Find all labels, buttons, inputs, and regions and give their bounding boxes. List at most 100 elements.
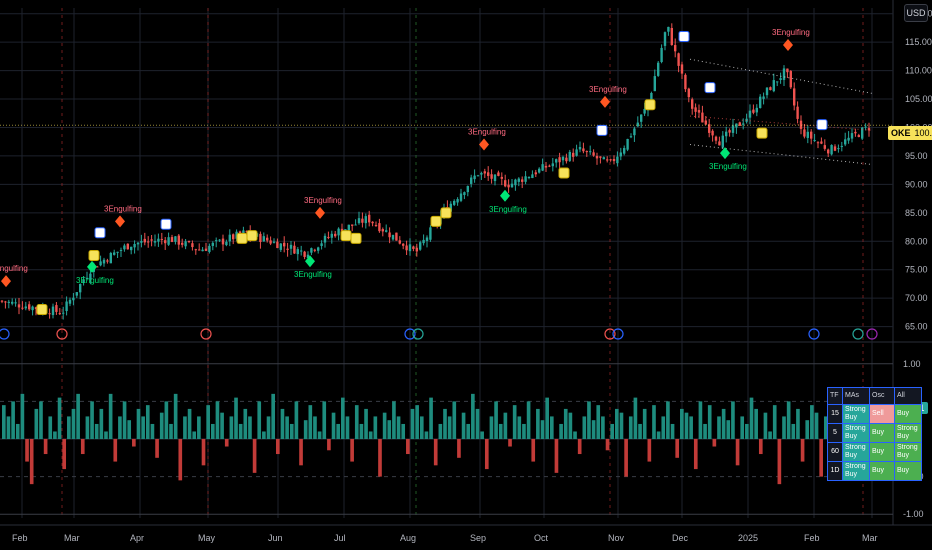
candle-body xyxy=(840,145,843,147)
header-all: All xyxy=(894,387,922,405)
candle-body xyxy=(544,165,548,168)
osc-bar xyxy=(150,423,155,439)
osc-bar xyxy=(206,405,210,439)
candle-body xyxy=(191,243,194,248)
table-row: 1D Strong Buy Buy Buy xyxy=(827,461,922,481)
header-mas: MAs xyxy=(842,387,870,405)
candle-body xyxy=(24,306,27,309)
osc-bar xyxy=(238,423,243,439)
osc-bar xyxy=(605,439,610,451)
candle-body xyxy=(538,168,541,173)
candle-body xyxy=(181,242,184,245)
osc-bar xyxy=(601,416,605,439)
osc-bar xyxy=(401,423,406,439)
osc-bar xyxy=(122,401,127,439)
candle-body xyxy=(106,260,109,262)
candle-body xyxy=(765,87,769,96)
bearish-engulfing-marker xyxy=(479,138,489,151)
candle-body xyxy=(813,140,816,142)
osc-bar xyxy=(85,416,90,439)
osc-bar xyxy=(285,416,289,439)
candle-body xyxy=(680,64,684,74)
osc-bar xyxy=(791,423,796,439)
osc-bar xyxy=(568,412,573,439)
osc-bar xyxy=(11,401,15,439)
candle-body xyxy=(629,136,633,138)
osc-bar xyxy=(406,439,410,455)
candle-body xyxy=(711,130,714,136)
osc-bar xyxy=(210,423,215,439)
tf-cell: 15 xyxy=(827,404,843,424)
candle-body xyxy=(371,221,374,224)
osc-bar xyxy=(345,416,350,439)
osc-bar xyxy=(712,439,717,447)
price-label: 100.39 xyxy=(914,128,932,138)
time-tick-label: Apr xyxy=(130,533,144,543)
osc-bar xyxy=(582,416,587,439)
candle-body xyxy=(357,218,361,224)
signal-badge-icon xyxy=(36,304,48,316)
osc-bar xyxy=(29,439,34,485)
candle-body xyxy=(473,175,476,180)
candle-body xyxy=(480,172,483,175)
candle-body xyxy=(361,218,364,223)
osc-bar xyxy=(749,397,754,439)
candle-body xyxy=(725,131,728,137)
signal-badge-icon xyxy=(704,82,716,94)
candle-body xyxy=(385,230,388,232)
time-tick-label: Nov xyxy=(608,533,625,543)
candle-body xyxy=(419,242,422,250)
candle-body xyxy=(857,135,860,137)
candle-body xyxy=(762,96,765,99)
candle-body xyxy=(68,299,72,304)
osc-bar xyxy=(531,439,536,462)
osc-bar xyxy=(364,408,368,439)
event-marker-icon xyxy=(56,328,68,340)
candle-body xyxy=(527,176,531,178)
signal-badge-icon xyxy=(440,207,452,219)
candle-body xyxy=(789,71,792,88)
signal-badge-icon xyxy=(596,124,608,136)
candle-body xyxy=(14,302,17,304)
bearish-engulfing-label: 3Engulfing xyxy=(589,85,627,94)
candle-body xyxy=(412,246,415,249)
candle-body xyxy=(796,106,799,119)
candle-body xyxy=(425,237,429,242)
osc-bar xyxy=(475,408,480,439)
mas-cell: Strong Buy xyxy=(842,404,870,424)
candle-body xyxy=(714,136,718,141)
osc-bar xyxy=(433,439,438,466)
candle-body xyxy=(558,157,561,163)
osc-bar xyxy=(526,401,531,439)
candle-body xyxy=(854,131,857,134)
candle-body xyxy=(861,127,864,139)
osc-bar xyxy=(289,423,294,439)
candle-body xyxy=(691,99,694,109)
osc-bar xyxy=(545,397,549,439)
osc-bar xyxy=(378,439,382,477)
osc-bar xyxy=(563,408,568,439)
candle-body xyxy=(89,273,92,280)
candle-body xyxy=(381,229,384,232)
candle-body xyxy=(759,96,762,109)
candle-body xyxy=(677,53,680,66)
osc-bar xyxy=(164,401,169,439)
bullish-engulfing-marker xyxy=(87,260,97,273)
event-marker-icon xyxy=(0,328,10,340)
candle-body xyxy=(772,80,775,92)
candle-body xyxy=(636,122,639,127)
candle-body xyxy=(786,68,789,73)
bullish-engulfing-marker xyxy=(305,255,315,268)
bearish-engulfing-marker xyxy=(315,206,325,219)
osc-bar xyxy=(656,431,661,439)
osc-bar xyxy=(215,401,220,439)
osc-bar xyxy=(67,416,71,439)
candle-body xyxy=(599,156,602,158)
osc-cell: Buy xyxy=(869,442,895,462)
currency-badge[interactable]: USD xyxy=(904,4,928,22)
table-row: 5 Strong Buy Buy Strong Buy xyxy=(827,423,922,443)
candle-body xyxy=(300,250,303,252)
candle-body xyxy=(585,151,588,153)
signal-badge-icon xyxy=(94,227,106,239)
table-row: 60 Strong Buy Buy Strong Buy xyxy=(827,442,922,462)
